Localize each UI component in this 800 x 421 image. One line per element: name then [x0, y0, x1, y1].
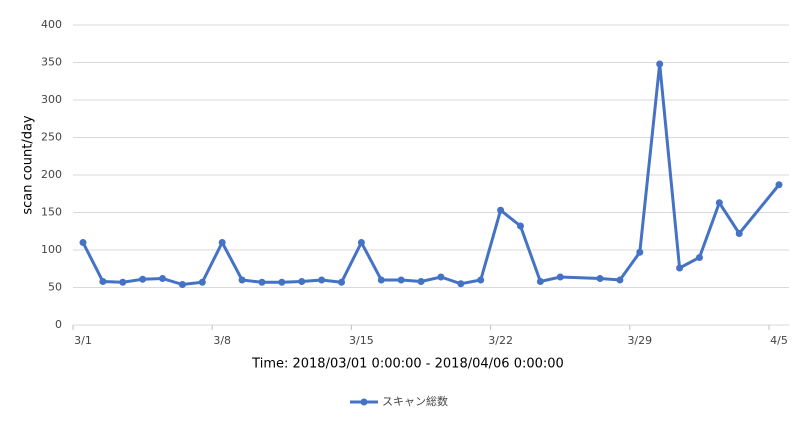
data-point	[656, 60, 664, 68]
y-tick-label: 0	[55, 318, 62, 331]
y-tick-label: 50	[48, 281, 62, 294]
data-point	[178, 281, 186, 288]
data-point	[318, 276, 326, 284]
x-tick-label: 4/5	[770, 334, 788, 347]
x-tick-label: 3/1	[74, 334, 92, 347]
x-axis-label: Time: 2018/03/01 0:00:00 - 2018/04/06 0:…	[251, 357, 564, 372]
x-tick-label: 3/22	[488, 334, 513, 347]
data-point	[715, 199, 723, 207]
data-point	[477, 276, 485, 284]
data-point	[457, 280, 465, 288]
data-point	[695, 254, 703, 261]
data-point	[357, 239, 365, 246]
y-tick-label: 200	[41, 168, 62, 181]
data-point	[636, 248, 644, 256]
data-point	[775, 181, 783, 189]
series-line	[81, 63, 781, 287]
y-tick-label: 350	[41, 56, 62, 69]
data-point	[556, 273, 564, 281]
data-point	[516, 222, 524, 230]
data-point	[497, 206, 505, 214]
data-point	[139, 275, 147, 283]
y-tick-label: 300	[41, 93, 62, 106]
data-point	[397, 276, 405, 284]
y-tick-label: 150	[41, 206, 62, 219]
data-point	[338, 278, 346, 286]
data-point	[616, 276, 624, 284]
data-point	[119, 278, 127, 286]
data-point	[536, 278, 544, 285]
y-tick-label: 250	[41, 131, 62, 144]
data-point	[198, 278, 206, 286]
data-point	[735, 230, 743, 237]
data-point	[676, 264, 684, 272]
data-point	[278, 278, 286, 286]
x-tick-label: 3/29	[627, 334, 652, 347]
data-point	[159, 275, 167, 282]
data-point	[417, 278, 425, 285]
y-tick-label: 100	[41, 243, 62, 256]
data-point	[377, 276, 385, 284]
y-axis-label: scan count/day	[21, 115, 36, 215]
legend-label: スキャン総数	[382, 394, 448, 408]
y-tick-label: 400	[41, 18, 62, 31]
data-point	[298, 278, 306, 285]
x-tick-label: 3/15	[349, 334, 374, 347]
data-point	[596, 275, 604, 282]
data-point	[258, 278, 266, 286]
data-point	[99, 278, 107, 285]
data-point	[238, 276, 246, 284]
data-point	[218, 239, 226, 246]
legend-marker	[360, 398, 368, 406]
data-point	[79, 239, 87, 246]
data-point	[437, 273, 445, 281]
x-tick-label: 3/8	[213, 334, 231, 347]
